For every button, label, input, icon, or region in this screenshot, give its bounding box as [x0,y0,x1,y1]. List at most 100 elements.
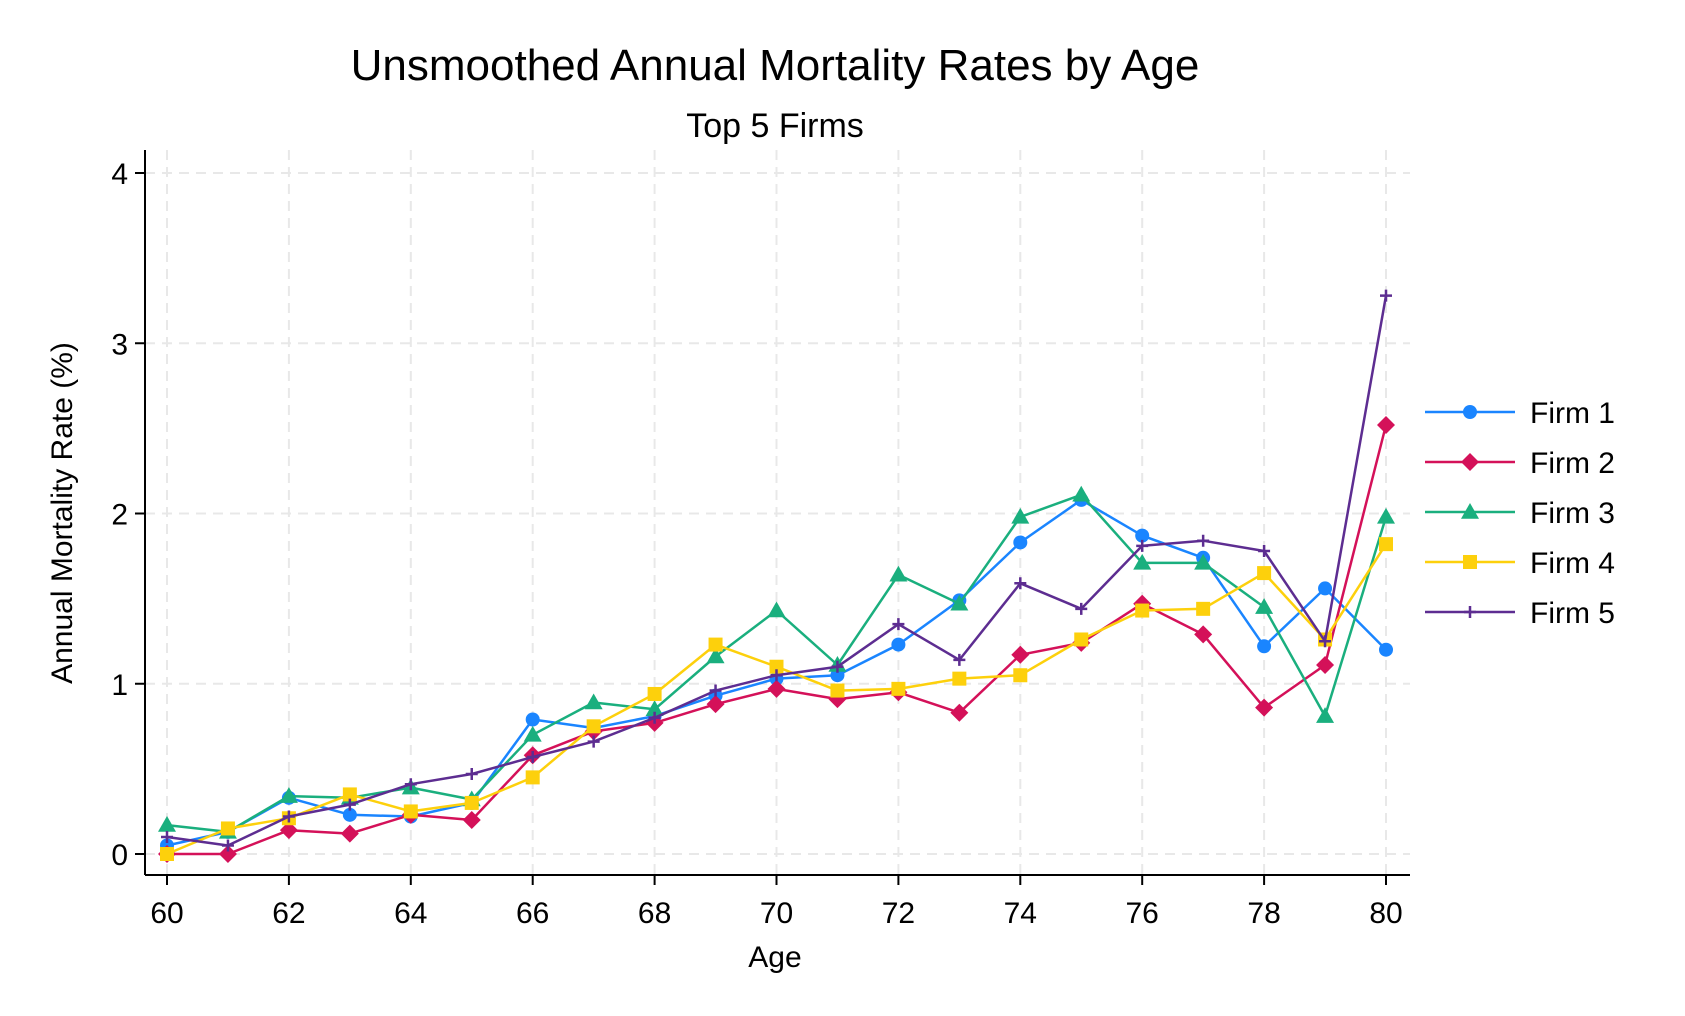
x-axis-label: Age [748,941,801,974]
data-point [1013,535,1028,550]
data-point [279,821,298,840]
data-point [1135,603,1150,618]
data-point [1316,707,1335,723]
data-point [891,637,906,652]
data-point [1074,632,1089,647]
data-point [584,693,603,710]
data-point [767,601,786,618]
data-point [830,683,845,698]
data-point [342,787,357,802]
data-point [953,653,966,666]
data-point [465,767,478,780]
series-group [158,289,1395,863]
data-point [282,810,295,823]
data-point [464,795,479,810]
legend-item-3: Firm 3 [1425,497,1615,530]
data-point [1255,698,1274,717]
data-point [1319,635,1332,648]
data-point [526,750,539,763]
series-4 [160,537,1393,861]
legend-label: Firm 1 [1530,397,1615,430]
data-point [1011,507,1030,524]
data-point [648,711,661,724]
data-point [218,845,237,863]
data-point [1013,668,1028,683]
y-tick-label: 3 [111,328,128,361]
data-point [708,637,723,652]
data-point [770,669,783,682]
data-point [343,798,356,811]
data-point [160,847,174,861]
y-axis-label: Annual Mortality Rate (%) [46,342,79,684]
x-tick-label: 62 [272,897,305,930]
x-tick-label: 72 [882,897,915,930]
x-tick-label: 76 [1126,897,1159,930]
data-point [525,712,540,727]
data-point [1194,553,1213,570]
data-point [950,594,969,611]
legend-item-4: Firm 4 [1425,547,1615,580]
legend-marker [1464,606,1476,618]
y-tick-label: 0 [111,839,128,872]
data-point [706,695,725,714]
legend-label: Firm 4 [1530,547,1615,580]
data-point [1257,566,1272,581]
data-point [342,807,357,822]
data-point [1072,485,1091,502]
data-point [1133,553,1152,570]
x-tick-label: 66 [516,897,549,930]
data-point [221,839,234,852]
data-point [403,804,418,819]
data-point [1136,539,1149,552]
data-point [709,684,722,697]
data-point [1194,625,1213,644]
data-point [706,647,725,664]
data-point [769,659,784,674]
data-point [1014,577,1027,590]
data-point [462,810,481,829]
x-tick-label: 80 [1369,897,1402,930]
data-point [1377,507,1395,524]
data-point [1258,544,1271,557]
legend-item-1: Firm 1 [1425,397,1615,430]
legend-label: Firm 5 [1530,597,1615,630]
x-tick-label: 74 [1004,897,1037,930]
data-point [892,618,905,631]
legend-item-5: Firm 5 [1425,597,1615,630]
chart-title: Unsmoothed Annual Mortality Rates by Age [351,41,1200,90]
series-5 [161,289,1392,852]
legend-label: Firm 3 [1530,497,1615,530]
data-point [1318,581,1333,596]
x-tick-label: 68 [638,897,671,930]
legend-marker [1461,453,1479,471]
data-point [586,719,601,734]
legend-marker [1463,555,1477,569]
y-tick-label: 1 [111,669,128,702]
data-point [952,671,967,686]
data-point [889,565,908,582]
data-point [340,824,359,843]
data-point [523,725,542,742]
grid [145,150,1410,875]
data-point [1257,639,1272,654]
data-point [1075,602,1088,615]
data-point [1135,528,1150,543]
data-point [767,679,786,698]
data-point [831,660,844,673]
data-point [1197,534,1210,547]
data-point [404,778,417,791]
legend-label: Firm 2 [1530,447,1615,480]
data-point [1196,601,1211,616]
legend-marker [1461,503,1479,519]
data-point [587,735,600,748]
legend: Firm 1 Firm 2 Firm 3 Firm 4 Firm 5 [1425,397,1615,630]
x-tick-label: 70 [760,897,793,930]
legend-marker [1463,405,1477,419]
legend-item-2: Firm 2 [1425,447,1615,480]
data-point [645,700,664,717]
y-tick-label: 4 [111,158,128,191]
data-point [647,686,662,701]
data-point [1380,289,1392,302]
